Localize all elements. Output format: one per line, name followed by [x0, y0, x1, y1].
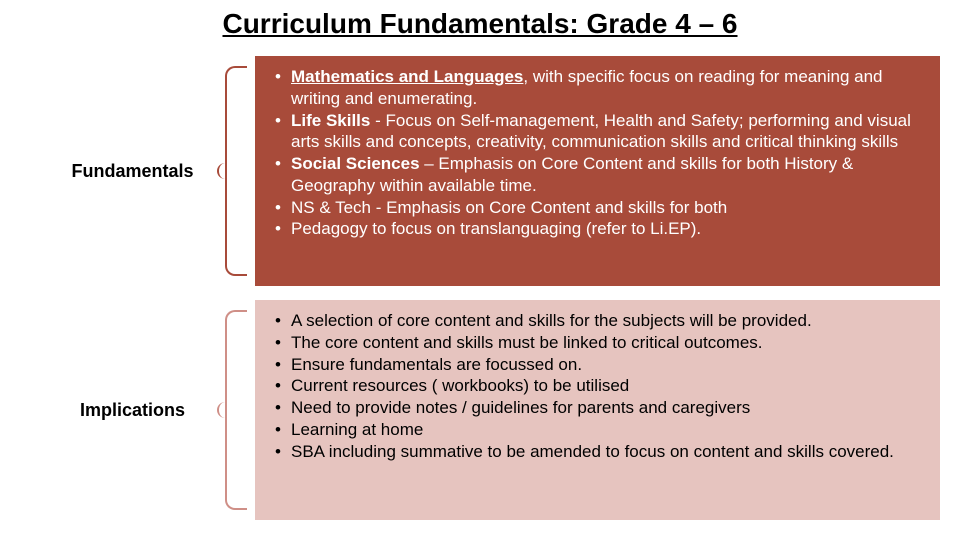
list-item: Current resources ( workbooks) to be uti… — [273, 375, 926, 397]
bullet-list: A selection of core content and skills f… — [273, 310, 926, 462]
bullet-rest: - Focus on Self-management, Health and S… — [291, 111, 911, 152]
list-item: NS & Tech - Emphasis on Core Content and… — [273, 197, 926, 219]
section-label: Implications — [40, 300, 225, 520]
lead-text: Life Skills — [291, 111, 370, 130]
list-item: A selection of core content and skills f… — [273, 310, 926, 332]
list-item: Ensure fundamentals are focussed on. — [273, 354, 926, 376]
list-item: Need to provide notes / guidelines for p… — [273, 397, 926, 419]
bracket-decor — [225, 300, 255, 520]
section-fundamentals: Fundamentals Mathematics and Languages, … — [40, 56, 940, 286]
list-item: Social Sciences – Emphasis on Core Conte… — [273, 153, 926, 197]
section-box: Mathematics and Languages, with specific… — [255, 56, 940, 286]
list-item: The core content and skills must be link… — [273, 332, 926, 354]
list-item: Pedagogy to focus on translanguaging (re… — [273, 218, 926, 240]
page-title: Curriculum Fundamentals: Grade 4 – 6 — [0, 8, 960, 40]
bullet-list: Mathematics and Languages, with specific… — [273, 66, 926, 240]
section-box: A selection of core content and skills f… — [255, 300, 940, 520]
list-item: Learning at home — [273, 419, 926, 441]
section-label: Fundamentals — [40, 56, 225, 286]
lead-text: Social Sciences — [291, 154, 420, 173]
list-item: Mathematics and Languages, with specific… — [273, 66, 926, 110]
list-item: SBA including summative to be amended to… — [273, 441, 926, 463]
section-implications: Implications A selection of core content… — [40, 300, 940, 520]
lead-text: Mathematics and Languages — [291, 67, 523, 86]
list-item: Life Skills - Focus on Self-management, … — [273, 110, 926, 154]
bracket-decor — [225, 56, 255, 286]
